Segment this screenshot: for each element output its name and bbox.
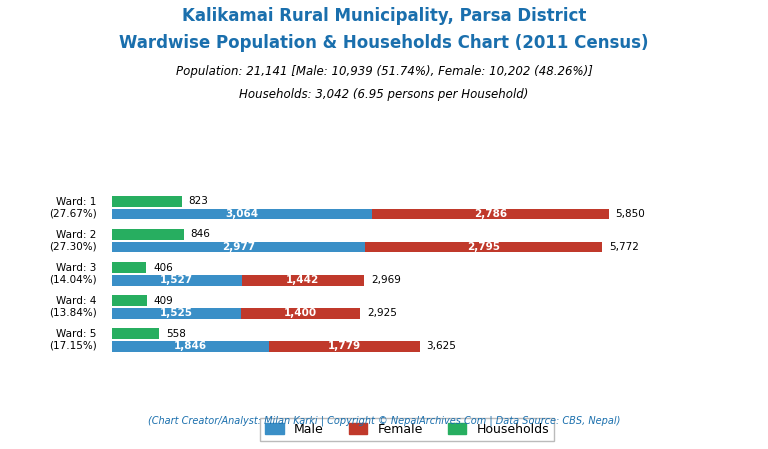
Text: Households: 3,042 (6.95 persons per Household): Households: 3,042 (6.95 persons per Hous… bbox=[240, 88, 528, 101]
Text: 3,625: 3,625 bbox=[426, 341, 456, 352]
Text: 1,527: 1,527 bbox=[160, 275, 194, 285]
Text: 409: 409 bbox=[154, 295, 173, 306]
Text: Wardwise Population & Households Chart (2011 Census): Wardwise Population & Households Chart (… bbox=[119, 34, 649, 52]
Text: Kalikamai Rural Municipality, Parsa District: Kalikamai Rural Municipality, Parsa Dist… bbox=[182, 7, 586, 25]
Text: 3,064: 3,064 bbox=[225, 209, 259, 219]
Text: Ward: 4
(13.84%): Ward: 4 (13.84%) bbox=[48, 296, 97, 318]
Text: Ward: 1
(27.67%): Ward: 1 (27.67%) bbox=[48, 197, 97, 219]
Bar bbox=[241, 308, 360, 319]
Text: 2,969: 2,969 bbox=[371, 275, 401, 285]
Bar bbox=[112, 308, 241, 319]
Text: 1,400: 1,400 bbox=[284, 308, 317, 318]
Text: Population: 21,141 [Male: 10,939 (51.74%), Female: 10,202 (48.26%)]: Population: 21,141 [Male: 10,939 (51.74%… bbox=[176, 65, 592, 78]
Text: 2,795: 2,795 bbox=[467, 242, 500, 252]
Bar bbox=[241, 275, 364, 286]
Bar bbox=[372, 209, 609, 220]
Text: 846: 846 bbox=[190, 229, 210, 239]
Bar bbox=[112, 328, 159, 339]
Text: 1,846: 1,846 bbox=[174, 341, 207, 352]
Text: 5,772: 5,772 bbox=[609, 242, 639, 252]
Text: 823: 823 bbox=[188, 196, 208, 207]
Text: 1,525: 1,525 bbox=[160, 308, 193, 318]
Bar bbox=[112, 341, 269, 352]
Legend: Male, Female, Households: Male, Female, Households bbox=[260, 418, 554, 441]
Bar bbox=[112, 275, 241, 286]
Text: Ward: 3
(14.04%): Ward: 3 (14.04%) bbox=[49, 263, 97, 285]
Bar bbox=[112, 229, 184, 240]
Bar bbox=[112, 295, 147, 306]
Text: 558: 558 bbox=[166, 329, 186, 339]
Text: 5,850: 5,850 bbox=[616, 209, 645, 219]
Bar bbox=[365, 242, 602, 252]
Bar bbox=[112, 242, 365, 252]
Text: 2,977: 2,977 bbox=[222, 242, 255, 252]
Text: Ward: 5
(17.15%): Ward: 5 (17.15%) bbox=[48, 329, 97, 351]
Text: 1,779: 1,779 bbox=[328, 341, 361, 352]
Text: (Chart Creator/Analyst: Milan Karki | Copyright © NepalArchives.Com | Data Sourc: (Chart Creator/Analyst: Milan Karki | Co… bbox=[147, 415, 621, 426]
Text: 2,925: 2,925 bbox=[367, 308, 397, 318]
Bar bbox=[269, 341, 420, 352]
Text: 406: 406 bbox=[153, 263, 173, 273]
Bar bbox=[112, 209, 372, 220]
Text: 2,786: 2,786 bbox=[474, 209, 507, 219]
Text: Ward: 2
(27.30%): Ward: 2 (27.30%) bbox=[49, 230, 97, 251]
Bar bbox=[112, 196, 182, 207]
Bar bbox=[112, 262, 146, 273]
Text: 1,442: 1,442 bbox=[286, 275, 319, 285]
